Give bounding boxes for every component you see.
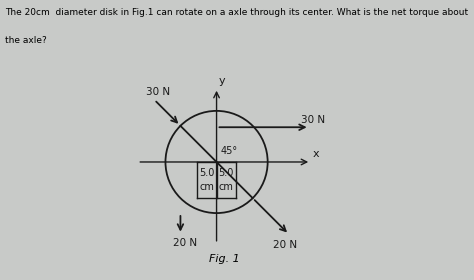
Text: Fig. 1: Fig. 1 (209, 254, 239, 264)
Text: the axle?: the axle? (5, 36, 46, 45)
Text: x: x (313, 150, 319, 159)
Text: cm: cm (200, 181, 214, 192)
Text: 30 N: 30 N (301, 115, 325, 125)
Text: 20 N: 20 N (273, 240, 298, 250)
Text: 5.0: 5.0 (219, 168, 234, 178)
Text: 30 N: 30 N (146, 87, 170, 97)
Text: The 20cm  diameter disk in Fig.1 can rotate on a axle through its center. What i: The 20cm diameter disk in Fig.1 can rota… (5, 8, 468, 17)
Text: cm: cm (219, 181, 234, 192)
Text: y: y (219, 76, 225, 86)
Text: 45°: 45° (220, 146, 237, 156)
Text: 20 N: 20 N (173, 238, 197, 248)
Text: 5.0: 5.0 (199, 168, 215, 178)
